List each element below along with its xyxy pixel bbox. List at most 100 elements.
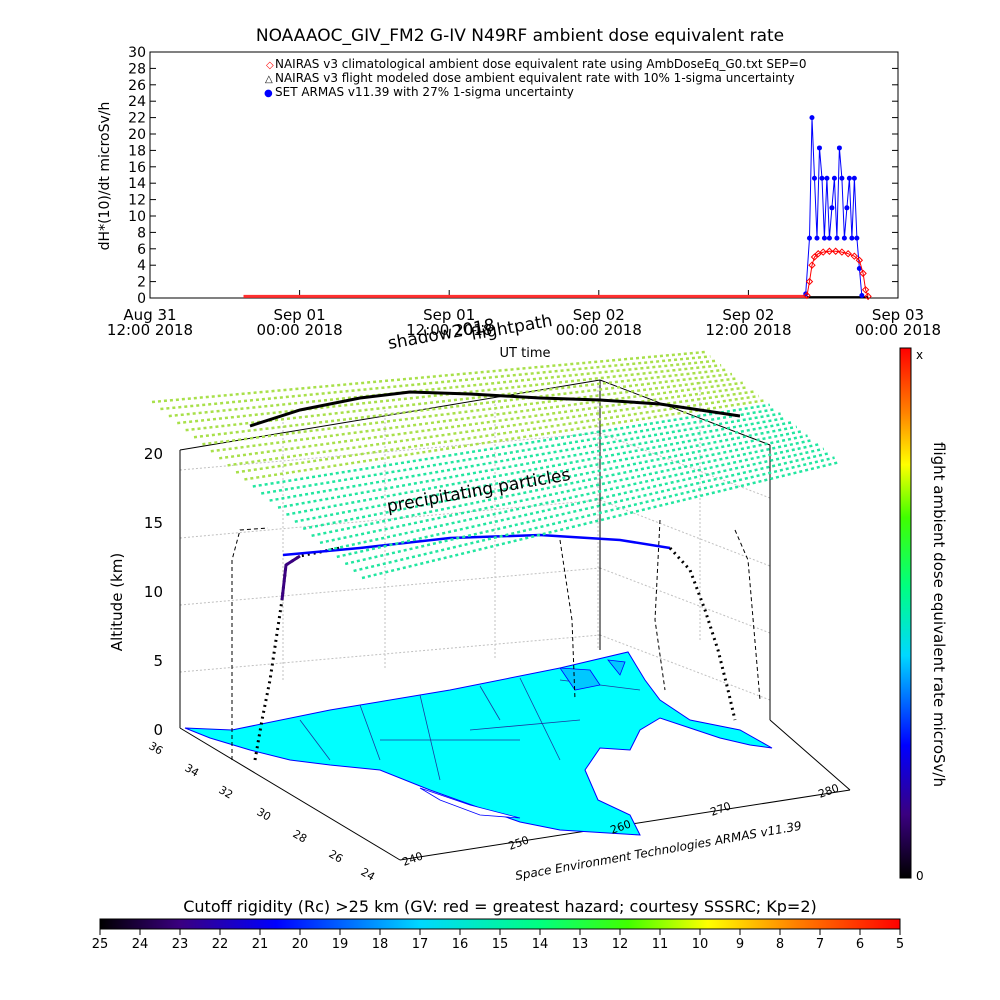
armas-point — [806, 235, 812, 241]
altitude-label: Altitude (km) — [108, 553, 126, 651]
shadow-grid-line — [294, 425, 798, 523]
cutoff-bar-title: Cutoff rigidity (Rc) >25 km (GV: red = g… — [183, 897, 817, 916]
x-tick-line2: 12:00 2018 — [107, 321, 193, 339]
x-tick-line1: Aug 31 — [123, 306, 176, 324]
cutoff-tick-label: 16 — [452, 937, 469, 952]
dose-color-bar-top: x — [916, 348, 923, 362]
latitude-ticks: 36 34 32 30 28 26 24 — [147, 739, 378, 883]
nairas-clim-point — [810, 253, 819, 261]
armas-point — [846, 175, 852, 181]
armas-point — [829, 205, 835, 211]
cutoff-tick-label: 9 — [736, 937, 744, 952]
top-plot-frame — [149, 51, 899, 299]
shadow-grid — [151, 350, 841, 580]
cutoff-tick-label: 20 — [292, 937, 309, 952]
shadow-grid-line — [277, 416, 787, 509]
flightpath-shadow — [249, 390, 741, 428]
armas-point — [816, 145, 822, 151]
y-tick-label: 26 — [128, 78, 146, 94]
shadow-grid-line — [177, 363, 722, 425]
x-tick-line2: 12:00 2018 — [406, 321, 492, 339]
cutoff-tick-label: 5 — [896, 937, 904, 952]
armas-point — [821, 235, 827, 241]
shadow-grid-line — [269, 412, 781, 502]
cutoff-tick-label: 24 — [132, 937, 149, 952]
y-tick-label: 0 — [137, 291, 146, 307]
y-tick-label: 28 — [128, 61, 146, 77]
armas-point — [854, 235, 860, 241]
armas-point — [814, 235, 820, 241]
shadow-grid-line — [336, 447, 825, 559]
armas-point — [844, 205, 850, 211]
nairas-clim-point — [855, 256, 864, 264]
nairas-clim-point — [819, 248, 827, 256]
x-tick-line1: Sep 01 — [274, 306, 326, 324]
nairas-clim-point — [803, 291, 811, 300]
shadow-grid-line — [227, 390, 754, 467]
y-tick-label: 4 — [137, 258, 146, 274]
armas-point — [826, 235, 832, 241]
cutoff-tick-label: 23 — [172, 937, 189, 952]
top-chart-title: NOAAAOC_GIV_FM2 G-IV N49RF ambient dose … — [256, 26, 784, 46]
shadow-grid-line — [260, 407, 776, 495]
lon-tick-270: 270 — [709, 799, 733, 818]
shadow-grid-line — [235, 394, 760, 474]
x-axis-label: UT time — [500, 346, 551, 361]
lat-tick-34: 34 — [183, 761, 202, 779]
nairas-clim-point — [825, 247, 834, 255]
nairas-clim-point — [864, 292, 872, 301]
altitude-ticks: 0 5 10 15 20 — [144, 445, 163, 739]
cutoff-tick-label: 17 — [412, 937, 429, 952]
lon-tick-280: 280 — [817, 781, 841, 800]
y-tick-label: 18 — [128, 143, 146, 159]
lake-shapes — [559, 659, 626, 691]
nairas-clim-point — [831, 247, 840, 255]
nairas-clim-point — [838, 248, 846, 256]
shadow-grid-line — [353, 456, 835, 573]
dose-rate-chart: NOAAAOC_GIV_FM2 G-IV N49RF ambient dose … — [97, 26, 941, 361]
legend-symbol-nairas-flight: △ — [265, 74, 273, 85]
armas-point — [836, 145, 842, 151]
x-tick-line2: 00:00 2018 — [257, 321, 343, 339]
y-tick-label: 8 — [137, 225, 146, 241]
z-tick-15: 15 — [144, 514, 163, 532]
y-axis-label: dH*(10)/dt microSv/h — [97, 102, 113, 251]
cutoff-tick-label: 6 — [856, 937, 864, 952]
armas-point — [831, 175, 837, 181]
cutoff-tick-label: 14 — [532, 937, 549, 952]
legend-label-nairas-clim: NAIRAS v3 climatological ambient dose eq… — [275, 57, 807, 71]
armas-point — [819, 175, 825, 181]
y-tick-label: 24 — [128, 94, 146, 110]
cutoff-tick-label: 19 — [332, 937, 349, 952]
map-land — [184, 651, 773, 836]
series-layer — [243, 115, 872, 301]
back-wall-grid — [179, 380, 771, 701]
x-tick-line1: Sep 01 — [423, 306, 475, 324]
armas-point — [841, 235, 847, 241]
cutoff-rigidity-bar: Cutoff rigidity (Rc) >25 km (GV: red = g… — [92, 897, 904, 952]
z-tick-0: 0 — [153, 721, 163, 739]
shadow-grid-line — [219, 385, 749, 460]
cutoff-ticks: 25 24 23 22 21 20 19 18 17 16 15 14 13 12 11 10 9 8 7 6 5 — [92, 929, 904, 952]
legend-symbol-armas: ● — [264, 88, 273, 99]
nairas-clim-point — [805, 277, 814, 286]
dose-color-bar-bottom: 0 — [916, 869, 924, 883]
lat-tick-24: 24 — [359, 865, 378, 883]
armas-point — [849, 235, 855, 241]
dashed-projection-mid2 — [559, 539, 576, 701]
cutoff-tick-label: 15 — [492, 937, 509, 952]
armas-point — [839, 175, 845, 181]
cutoff-tick-label: 7 — [816, 937, 824, 952]
legend: ◇ NAIRAS v3 climatological ambient dose … — [264, 57, 807, 99]
shadow-grid-line — [311, 434, 808, 537]
armas-point — [859, 293, 865, 299]
armas-point — [851, 175, 857, 181]
nairas-clim-point — [808, 261, 816, 269]
nairas-clim-point — [859, 269, 867, 278]
y-tick-label: 2 — [137, 275, 146, 291]
z-tick-20: 20 — [144, 445, 163, 463]
shadow-grid-line — [168, 359, 716, 418]
cutoff-tick-label: 12 — [612, 937, 629, 952]
